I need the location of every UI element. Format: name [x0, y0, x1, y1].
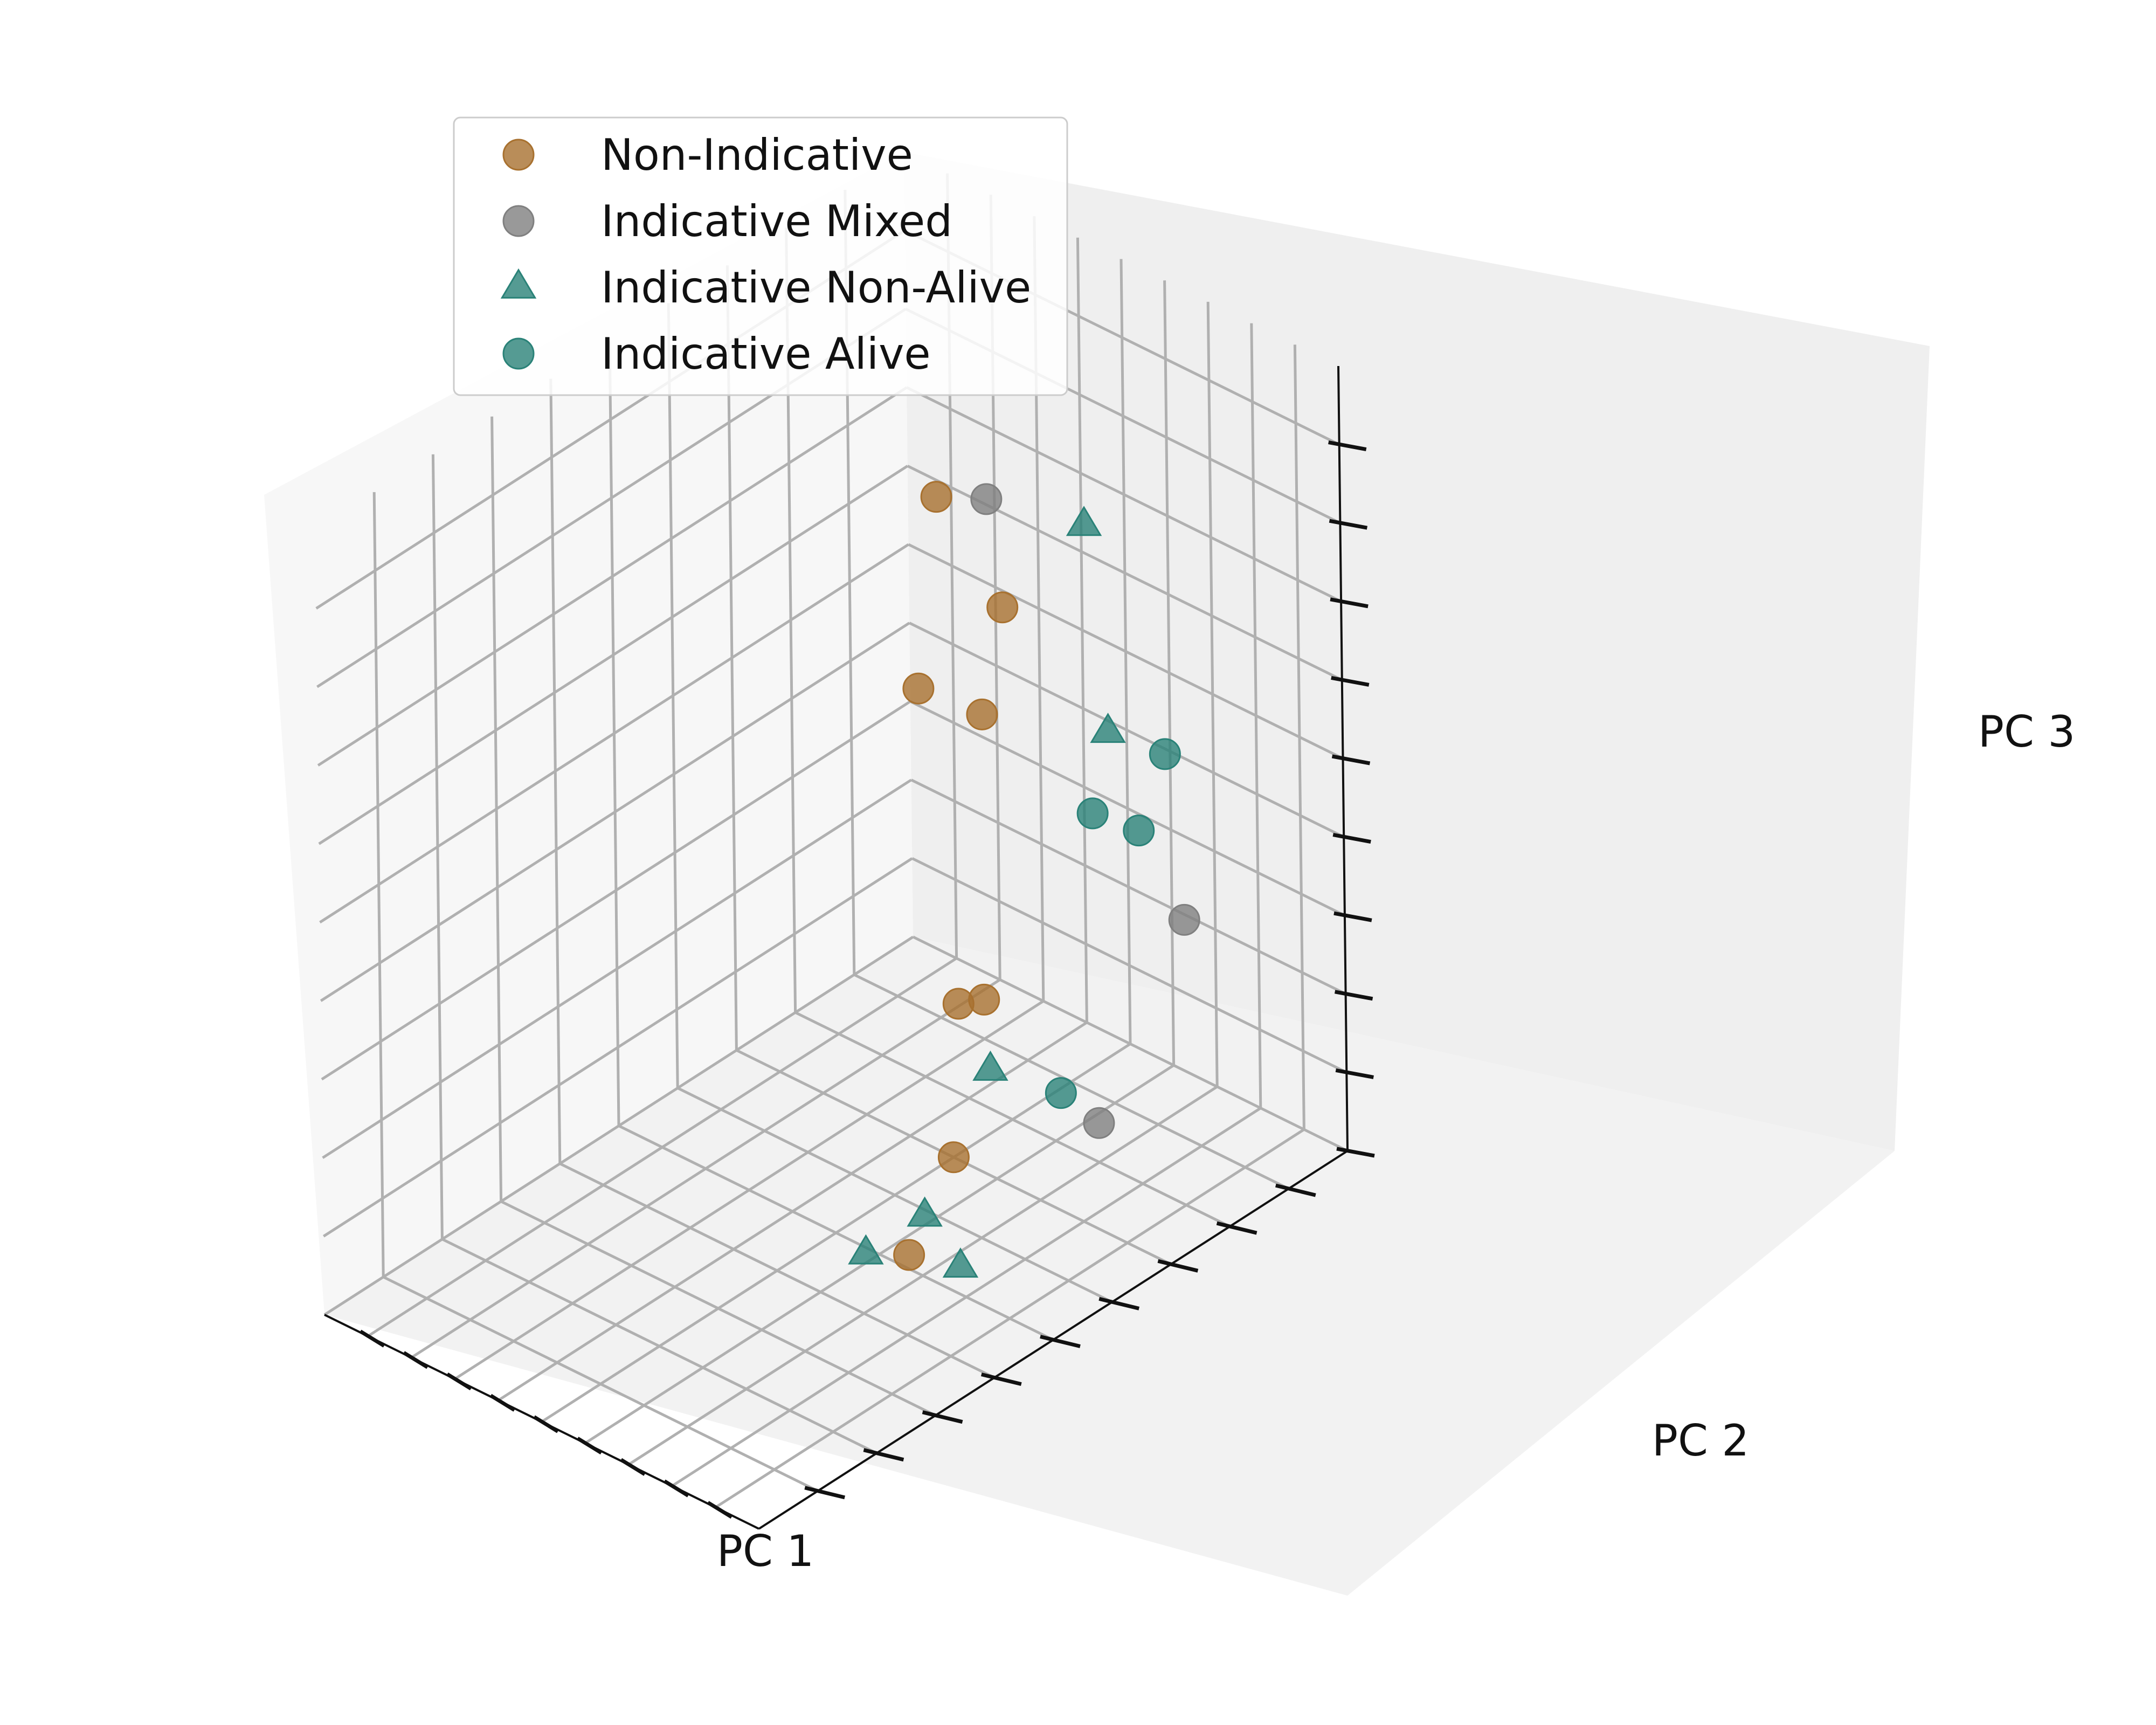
- y-tick-mark: [980, 1372, 1022, 1386]
- non-indicative-point: [986, 591, 1019, 624]
- non-indicative-point: [920, 481, 952, 513]
- x-tick-mark: [576, 1437, 603, 1455]
- indicative-alive-point: [1123, 815, 1155, 847]
- grid-line-floor: [618, 1124, 1054, 1341]
- indicative-non-alive-point: [907, 1196, 943, 1227]
- grid-line-right-pane: [909, 622, 1345, 838]
- x-tick-mark: [359, 1329, 385, 1348]
- non-indicative-point: [966, 698, 998, 730]
- y-tick-mark: [1040, 1335, 1081, 1348]
- x-tick-mark: [707, 1501, 733, 1519]
- indicative-alive-point: [1076, 797, 1109, 830]
- grid-line-left-pane: [321, 700, 911, 1081]
- non-indicative-point: [893, 1239, 925, 1271]
- grid-line-right-pane: [910, 778, 1346, 996]
- legend-marker-non-indicative: [502, 139, 535, 171]
- axes-panes: [264, 152, 1930, 1596]
- y-tick-mark: [1275, 1183, 1316, 1197]
- y-tick-mark: [922, 1410, 963, 1424]
- legend-label-non-indicative: Non-Indicative: [601, 130, 913, 180]
- legend: Non-Indicative Indicative Mixed Indicative…: [453, 116, 1068, 396]
- legend-label-indicative-non-alive: Indicative Non-Alive: [601, 263, 1031, 313]
- grid-line-left-pane: [322, 778, 912, 1159]
- grid-line-right-pane: [911, 857, 1348, 1074]
- y-axis-label: PC 2: [1652, 1416, 1749, 1466]
- data-points: [848, 481, 1200, 1278]
- grid-line-floor: [677, 1087, 1113, 1303]
- z-tick-mark: [1331, 675, 1370, 687]
- legend-marker-indicative-non-alive: [500, 268, 537, 299]
- grid-line-left-pane: [319, 543, 909, 924]
- indicative-non-alive-point: [848, 1234, 884, 1265]
- grid-line-left-pane: [318, 465, 909, 845]
- z-tick-mark: [1332, 833, 1371, 844]
- grid-line-right-pane: [909, 700, 1346, 917]
- x-axis-label: PC 1: [717, 1526, 814, 1576]
- z-tick-mark: [1335, 1068, 1374, 1079]
- y-tick-mark: [1098, 1296, 1140, 1310]
- indicative-alive-point: [1045, 1077, 1077, 1109]
- y-tick-mark: [1216, 1221, 1257, 1235]
- grid-line-right-pane: [908, 543, 1344, 760]
- z-tick-mark: [1333, 911, 1372, 922]
- z-tick-mark: [1329, 519, 1368, 530]
- z-tick-mark: [1331, 754, 1371, 765]
- x-tick-mark: [663, 1479, 689, 1498]
- left-back-pane: [264, 152, 913, 1315]
- grid-line-floor: [794, 1011, 1231, 1228]
- grid-line-left-pane: [320, 622, 910, 1002]
- legend-marker-indicative-mixed: [502, 205, 535, 237]
- legend-label-indicative-mixed: Indicative Mixed: [601, 196, 952, 246]
- x-tick-mark: [403, 1351, 429, 1369]
- x-tick-mark: [489, 1393, 516, 1412]
- y-tick-mark: [863, 1448, 904, 1462]
- indicative-mixed-point: [1083, 1107, 1115, 1139]
- z-tick-mark: [1328, 440, 1367, 452]
- non-indicative-point: [937, 1141, 970, 1174]
- y-tick-mark: [1157, 1259, 1199, 1273]
- indicative-non-alive-point: [1066, 506, 1102, 536]
- x-tick-mark: [446, 1372, 472, 1391]
- grid-line-left-pane: [317, 386, 908, 767]
- non-indicative-point: [902, 672, 935, 705]
- indicative-mixed-point: [970, 483, 1003, 515]
- y-tick-mark: [804, 1486, 846, 1500]
- z-axis-label: PC 3: [1978, 707, 2075, 757]
- legend-label-indicative-alive: Indicative Alive: [601, 329, 931, 379]
- z-tick-mark: [1334, 990, 1373, 1001]
- indicative-non-alive-point: [972, 1050, 1008, 1081]
- legend-marker-indicative-alive: [502, 337, 535, 370]
- grid-line-floor: [559, 1162, 995, 1379]
- grid-line-right-pane: [906, 386, 1342, 603]
- z-tick-mark: [1336, 1147, 1375, 1158]
- grid-line-left-pane: [322, 857, 913, 1238]
- x-tick-mark: [620, 1458, 646, 1476]
- indicative-non-alive-point: [1090, 713, 1126, 743]
- legend-frame: [453, 116, 1068, 396]
- tick-marks: [359, 440, 1375, 1519]
- grid-line-floor: [441, 1238, 877, 1455]
- non-indicative-point: [968, 983, 1000, 1016]
- indicative-mixed-point: [1168, 903, 1200, 936]
- indicative-alive-point: [1149, 738, 1181, 770]
- floor-pane: [324, 937, 1895, 1596]
- z-tick-mark: [1330, 597, 1369, 609]
- x-tick-mark: [533, 1415, 559, 1433]
- grid-line-floor: [500, 1200, 936, 1417]
- indicative-non-alive-point: [942, 1247, 979, 1278]
- grid-line-floor: [383, 1275, 819, 1493]
